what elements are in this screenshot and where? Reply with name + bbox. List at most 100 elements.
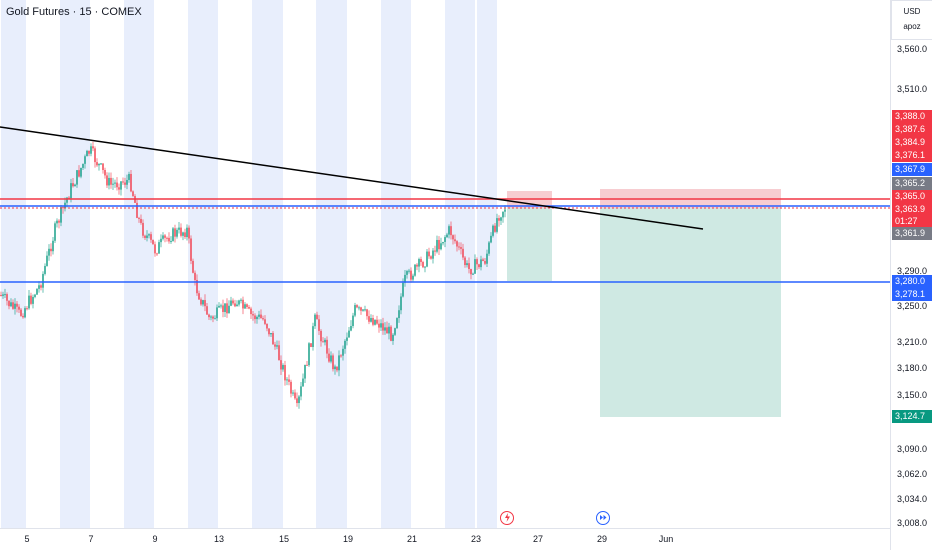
candle-body: [172, 228, 174, 241]
candle-body: [136, 202, 138, 218]
fast-forward-event-icon[interactable]: [596, 511, 610, 525]
candle-body: [204, 300, 206, 307]
candle-body: [412, 275, 414, 280]
candle-body: [124, 182, 126, 185]
candle-body: [84, 156, 86, 164]
candle-body: [248, 307, 250, 309]
price-tag: 3,280.0: [892, 275, 932, 288]
price-tag: 3,365.2: [892, 177, 932, 190]
candle-body: [486, 253, 488, 264]
currency-sublabel: apoz: [903, 22, 921, 31]
candle-body: [220, 305, 222, 307]
target-zone-2[interactable]: [600, 208, 781, 417]
candle-body: [450, 226, 452, 236]
candle-body: [394, 328, 396, 335]
candle-body: [244, 304, 246, 309]
candle-body: [348, 330, 350, 338]
time-tick: 9: [152, 534, 158, 544]
candle-body: [452, 235, 454, 240]
candle-body: [126, 179, 128, 185]
candle-body: [218, 305, 220, 308]
candle-body: [364, 309, 366, 311]
candle-body: [132, 191, 134, 196]
candle-body: [386, 327, 388, 334]
candle-body: [90, 146, 92, 154]
time-axis[interactable]: 5 7 9 13 15 19 21 23 27 29 Jun: [0, 528, 890, 550]
candle-body: [148, 234, 150, 236]
candlestick-series: [0, 141, 506, 409]
candle-body: [44, 265, 46, 274]
candle-body: [388, 326, 390, 334]
candle-body: [196, 279, 198, 294]
candle-body: [274, 344, 276, 347]
candle-body: [290, 381, 292, 394]
candle-body: [478, 264, 480, 268]
candle-body: [110, 177, 112, 185]
candle-body: [52, 240, 54, 252]
candle-body: [26, 308, 28, 310]
candle-body: [192, 260, 194, 273]
candle-body: [242, 299, 244, 309]
candle-body: [488, 242, 490, 254]
candle-body: [454, 239, 456, 242]
candle-body: [144, 235, 146, 238]
candle-body: [424, 266, 426, 268]
candle-body: [276, 345, 278, 347]
candle-body: [18, 306, 20, 310]
candle-body: [104, 170, 106, 176]
session-band: [252, 0, 283, 528]
candle-body: [270, 332, 272, 335]
symbol-title[interactable]: Gold Futures · 15 · COMEX: [6, 6, 142, 18]
candle-body: [42, 273, 44, 288]
price-tick: 3,560.0: [897, 44, 928, 54]
candle-body: [246, 304, 248, 308]
candle-body: [262, 318, 264, 320]
lightning-event-icon[interactable]: [500, 511, 514, 525]
candle-body: [188, 227, 190, 239]
candle-body: [22, 315, 24, 318]
session-band: [381, 0, 411, 528]
price-chart[interactable]: [0, 0, 890, 528]
candle-body: [314, 314, 316, 327]
candle-body: [2, 294, 4, 296]
candle-body: [266, 323, 268, 329]
candle-body: [170, 240, 172, 242]
price-tag: 3,361.9: [892, 227, 932, 240]
price-tick: 3,062.0: [897, 469, 928, 479]
price-axis[interactable]: USD apoz 3,560.0 3,510.0 3,290.0 3,250.0…: [890, 0, 932, 550]
candle-body: [482, 259, 484, 262]
candle-body: [268, 328, 270, 335]
candle-body: [28, 295, 30, 309]
candle-body: [258, 314, 260, 317]
candle-body: [140, 218, 142, 223]
candle-body: [182, 232, 184, 236]
candle-body: [436, 239, 438, 252]
target-zone-1[interactable]: [507, 208, 552, 281]
candle-body: [330, 355, 332, 362]
candle-body: [504, 209, 506, 212]
candle-body: [4, 294, 6, 296]
candle-body: [210, 316, 212, 318]
price-tick: 3,180.0: [897, 363, 928, 373]
candle-body: [474, 259, 476, 274]
candle-body: [224, 303, 226, 312]
candle-body: [232, 300, 234, 304]
candle-body: [298, 396, 300, 404]
time-tick: 29: [596, 534, 608, 544]
price-tag: 3,387.6: [892, 123, 932, 136]
candle-body: [228, 305, 230, 314]
candle-body: [460, 247, 462, 249]
trend-line[interactable]: [0, 126, 704, 230]
candle-body: [222, 305, 224, 312]
candle-body: [190, 238, 192, 261]
candle-body: [14, 303, 16, 309]
time-tick: 13: [213, 534, 225, 544]
candle-body: [358, 307, 360, 309]
candle-body: [426, 251, 428, 267]
candle-body: [462, 248, 464, 258]
candle-body: [484, 261, 486, 264]
currency-button[interactable]: USD apoz: [891, 0, 932, 40]
candle-body: [96, 162, 98, 166]
candle-body: [498, 218, 500, 221]
candle-body: [416, 264, 418, 267]
